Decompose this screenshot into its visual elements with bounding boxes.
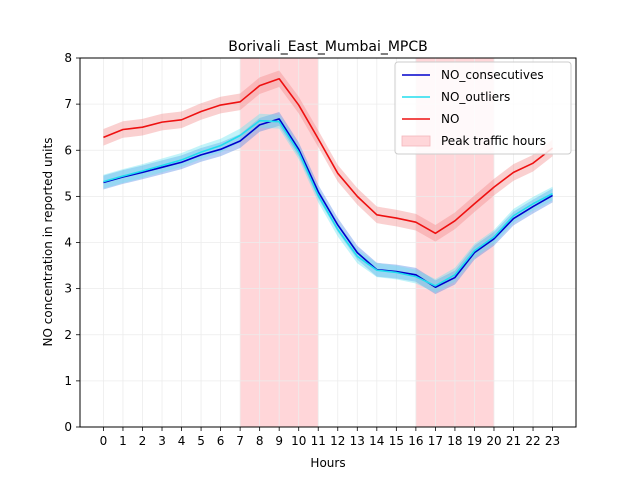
series-line-1 bbox=[103, 118, 553, 289]
series-line-2 bbox=[103, 119, 553, 287]
y-axis-label: NO concentration in reported units bbox=[41, 138, 55, 347]
y-tick-label: 0 bbox=[64, 420, 72, 434]
x-tick-label: 10 bbox=[291, 434, 306, 448]
x-tick-label: 5 bbox=[197, 434, 205, 448]
y-tick-label: 1 bbox=[64, 374, 72, 388]
x-tick-label: 2 bbox=[139, 434, 147, 448]
x-tick-label: 22 bbox=[525, 434, 540, 448]
x-tick-label: 13 bbox=[350, 434, 365, 448]
x-tick-label: 17 bbox=[428, 434, 443, 448]
chart-title: Borivali_East_Mumbai_MPCB bbox=[228, 39, 428, 55]
x-tick-label: 16 bbox=[408, 434, 423, 448]
x-tick-label: 18 bbox=[447, 434, 462, 448]
legend-label-2: NO_outliers bbox=[441, 90, 510, 104]
legend-label-3: NO bbox=[441, 112, 459, 126]
series-line-3 bbox=[103, 77, 554, 235]
x-tick-label: 19 bbox=[467, 434, 482, 448]
x-axis-label: Hours bbox=[310, 456, 345, 470]
x-tick-label: 3 bbox=[158, 434, 166, 448]
x-tick-label: 12 bbox=[330, 434, 345, 448]
y-tick-label: 8 bbox=[64, 51, 72, 65]
y-tick-label: 3 bbox=[64, 282, 72, 296]
y-tick-label: 4 bbox=[64, 236, 72, 250]
y-axis-ticks: 0 1 2 3 4 5 6 7 8 bbox=[64, 51, 80, 434]
x-tick-label: 23 bbox=[545, 434, 560, 448]
x-tick-label: 9 bbox=[275, 434, 283, 448]
y-tick-label: 6 bbox=[64, 143, 72, 157]
x-axis-ticks: 0 1 2 3 4 5 6 7 8 9 10 11 12 13 14 15 16 17 18 19 20 21 22 23 bbox=[100, 427, 560, 448]
y-tick-label: 2 bbox=[64, 328, 72, 342]
x-tick-label: 4 bbox=[178, 434, 186, 448]
legend: NO_consecutives NO_outliers NO Peak traffic… bbox=[394, 61, 572, 155]
legend-label-1: NO_consecutives bbox=[441, 68, 544, 82]
x-tick-label: 15 bbox=[389, 434, 404, 448]
x-tick-label: 6 bbox=[217, 434, 225, 448]
legend-box bbox=[394, 61, 572, 155]
x-tick-label: 0 bbox=[100, 434, 108, 448]
x-tick-label: 14 bbox=[369, 434, 384, 448]
x-tick-label: 20 bbox=[486, 434, 501, 448]
y-tick-label: 7 bbox=[64, 97, 72, 111]
x-tick-label: 21 bbox=[506, 434, 521, 448]
x-tick-label: 1 bbox=[119, 434, 127, 448]
series-band-1 bbox=[103, 111, 553, 295]
legend-label-peak: Peak traffic hours bbox=[441, 134, 546, 148]
x-tick-label: 7 bbox=[236, 434, 244, 448]
x-tick-label: 8 bbox=[256, 434, 264, 448]
x-tick-label: 11 bbox=[311, 434, 326, 448]
series-lines bbox=[103, 77, 554, 289]
y-tick-label: 5 bbox=[64, 189, 72, 203]
legend-swatch-peak bbox=[401, 135, 431, 147]
